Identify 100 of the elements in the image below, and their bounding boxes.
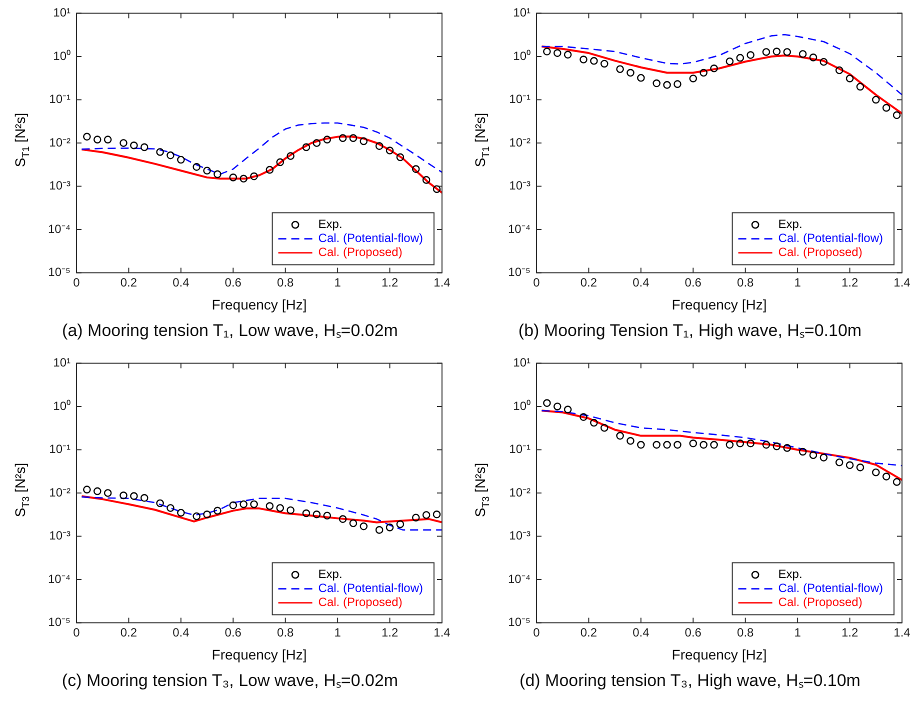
point (580, 56, 588, 64)
point (203, 166, 211, 175)
point (432, 510, 441, 518)
point (590, 56, 598, 65)
point (626, 437, 634, 445)
legend-label: Exp. (318, 567, 342, 582)
point (882, 104, 890, 112)
point (746, 51, 754, 59)
point (104, 489, 112, 497)
point (783, 444, 792, 452)
point (360, 522, 368, 530)
point (674, 80, 682, 88)
point (674, 440, 682, 449)
x-tick-label: 0.4 (632, 625, 650, 640)
point (396, 520, 404, 528)
y-tick-label: 10⁻⁵ (48, 615, 71, 630)
x-tick-label: 1.2 (841, 275, 858, 290)
point (177, 156, 185, 164)
point (276, 504, 284, 512)
point (809, 451, 818, 460)
point (166, 151, 174, 160)
point (349, 134, 358, 142)
point (700, 440, 708, 449)
y-tick-label: 10⁻² (49, 135, 71, 150)
point (375, 526, 384, 534)
y-tick-label: 10⁻⁵ (508, 615, 531, 630)
point (762, 48, 770, 56)
x-axis-title: Frequency [Hz] (672, 296, 767, 312)
point (543, 399, 551, 407)
point (140, 494, 148, 502)
x-tick-label: 0.4 (172, 275, 190, 290)
y-tick-label: 10⁻³ (49, 178, 71, 193)
x-tick-label: 0.8 (737, 275, 754, 290)
x-tick-label: 0.8 (737, 625, 754, 640)
point (726, 57, 734, 66)
x-tick-label: 0 (533, 275, 540, 290)
y-tick-label: 10⁰ (513, 48, 531, 63)
y-tick-label: 10¹ (513, 6, 531, 20)
y-tick-label: 10⁻³ (509, 178, 531, 193)
text: (b) Mooring Tension T₁, High wave, Hₛ=0.10m (517, 320, 863, 341)
legend-label: Cal. (Proposed) (778, 595, 862, 610)
point (564, 406, 572, 414)
line-series (541, 34, 902, 96)
point (302, 509, 310, 518)
point (312, 139, 321, 147)
point (820, 454, 828, 462)
point (214, 170, 222, 178)
point (663, 440, 671, 449)
point (600, 424, 608, 432)
point (689, 74, 698, 82)
point (276, 158, 284, 166)
point (543, 48, 551, 56)
point (856, 82, 864, 91)
x-tick-label: 1.2 (841, 625, 858, 640)
point (396, 153, 404, 162)
point (323, 136, 332, 144)
point (820, 58, 828, 66)
point (386, 146, 394, 154)
x-tick-label: 1.4 (894, 625, 911, 640)
point (835, 66, 844, 74)
x-tick-label: 0.2 (120, 625, 138, 640)
x-tick-label: 1.4 (434, 275, 451, 290)
point (266, 502, 274, 510)
y-tick-label: 10⁻⁵ (48, 265, 71, 280)
point (286, 152, 294, 160)
point (798, 448, 807, 456)
point (689, 440, 698, 448)
legend-label: Exp. (778, 567, 802, 582)
x-tick-label: 0.8 (277, 625, 294, 640)
point (736, 54, 744, 62)
y-tick-label: 10⁻² (509, 135, 531, 150)
point (590, 418, 598, 427)
point (783, 48, 792, 56)
point (652, 440, 660, 449)
point (104, 136, 112, 144)
point (726, 440, 734, 449)
x-tick-label: 0.2 (120, 275, 138, 290)
point (553, 402, 562, 410)
y-tick-label: 10⁻³ (49, 528, 71, 543)
point (192, 512, 200, 520)
y-tick-label: 10⁻⁴ (508, 222, 531, 236)
point (214, 506, 222, 515)
point (856, 464, 864, 472)
x-tick-label: 1 (334, 275, 342, 290)
point (93, 487, 102, 496)
point (616, 65, 624, 74)
point (286, 506, 294, 514)
legend-label: Exp. (318, 217, 342, 232)
point (746, 440, 754, 448)
point (130, 492, 138, 500)
point (422, 511, 430, 519)
point (736, 440, 744, 448)
point (156, 499, 164, 508)
legend-label: Cal. (Proposed) (318, 595, 402, 610)
point (637, 74, 645, 82)
x-axis-title: Frequency [Hz] (212, 646, 307, 662)
x-tick-label: 1 (334, 625, 342, 640)
point (203, 510, 211, 518)
y-tick-label: 10⁻⁴ (48, 222, 71, 236)
point (156, 148, 164, 156)
